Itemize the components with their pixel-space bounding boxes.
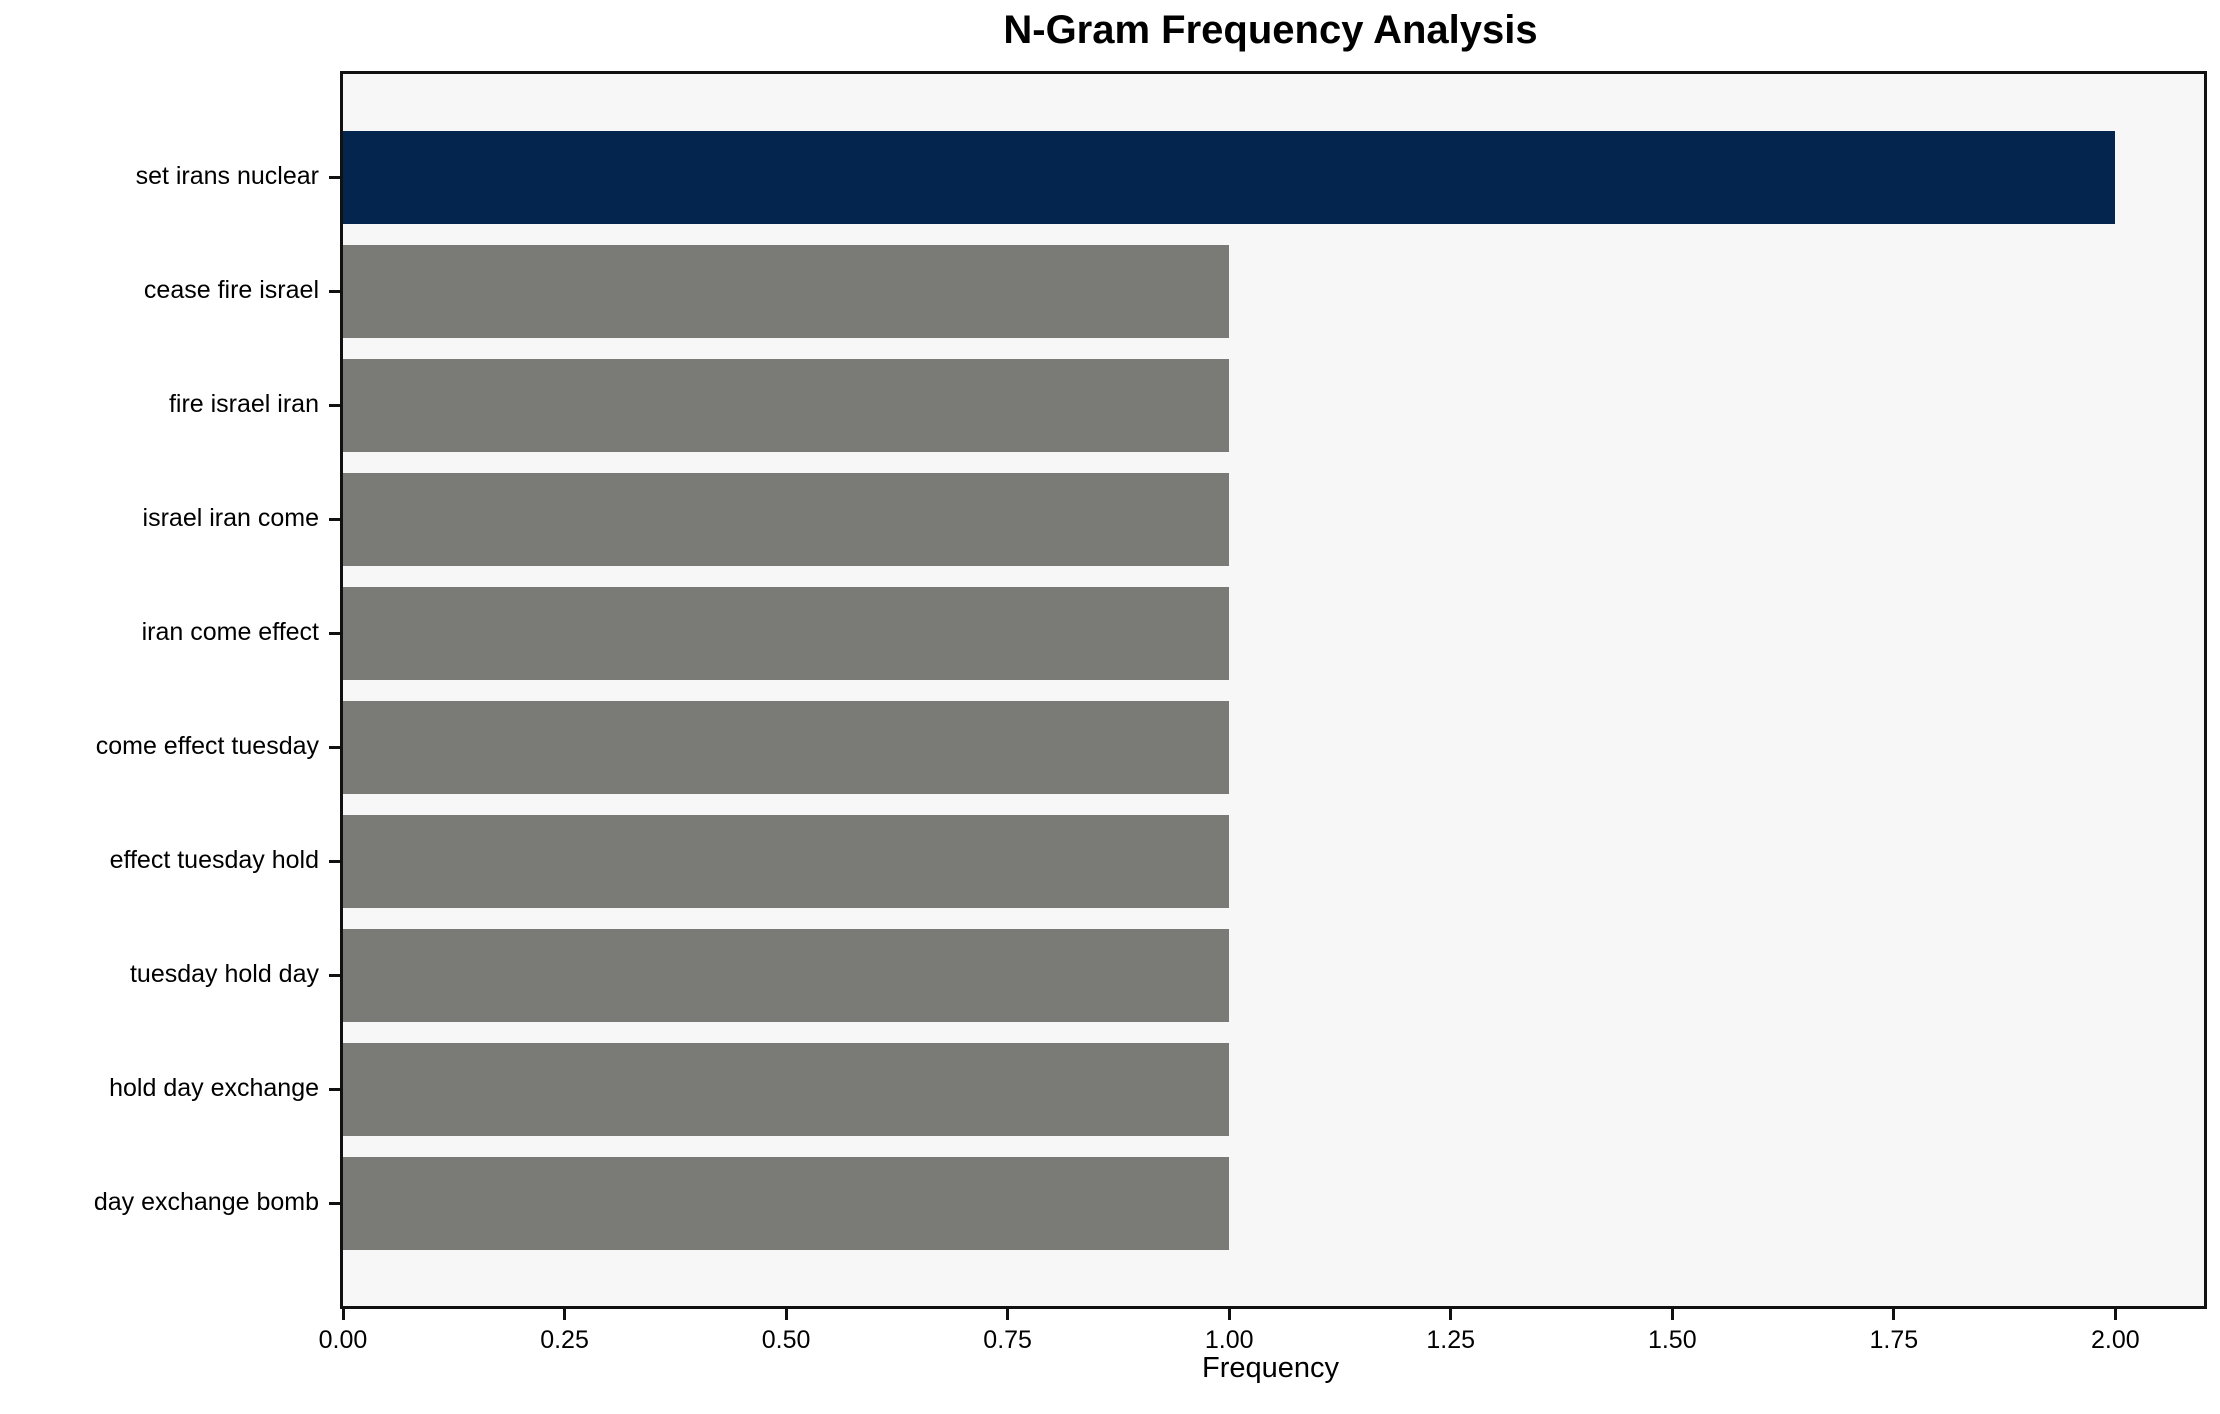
bar <box>343 928 1230 1022</box>
x-tick-label: 1.00 <box>1204 1326 1254 1354</box>
y-tick <box>329 289 340 293</box>
x-tick-label: 2.00 <box>2091 1326 2140 1354</box>
x-tick-label: 1.75 <box>1869 1326 1919 1354</box>
y-tick <box>329 175 340 179</box>
bar <box>343 1156 1230 1250</box>
y-tick-label: day exchange bomb <box>93 1188 319 1216</box>
x-tick <box>1449 1309 1453 1320</box>
bar <box>343 130 2116 224</box>
bar <box>343 1042 1230 1136</box>
x-tick <box>1670 1309 1674 1320</box>
y-tick-label: tuesday hold day <box>129 960 319 988</box>
x-tick-label: 1.25 <box>1426 1326 1476 1354</box>
y-tick-label: fire israel iran <box>168 390 319 418</box>
y-tick <box>329 517 340 521</box>
y-tick <box>329 973 340 977</box>
y-tick <box>329 1087 340 1091</box>
x-tick-label: 0.00 <box>318 1326 368 1354</box>
y-tick <box>329 631 340 635</box>
bar <box>343 244 1230 338</box>
y-tick-label: effect tuesday hold <box>109 846 319 874</box>
y-tick <box>329 859 340 863</box>
x-tick-label: 1.50 <box>1647 1326 1697 1354</box>
x-tick <box>2113 1309 2117 1320</box>
y-tick-label: hold day exchange <box>109 1074 319 1102</box>
bar <box>343 472 1230 566</box>
y-tick <box>329 1201 340 1205</box>
bar <box>343 358 1230 452</box>
y-tick-label: iran come effect <box>141 618 319 646</box>
bar <box>343 586 1230 680</box>
y-tick-label: cease fire israel <box>143 276 319 304</box>
x-tick <box>1006 1309 1010 1320</box>
x-tick-label: 0.50 <box>761 1326 811 1354</box>
x-axis-title: Frequency <box>1201 1352 1339 1384</box>
bar <box>343 700 1230 794</box>
bar <box>343 814 1230 908</box>
x-tick <box>1892 1309 1896 1320</box>
y-tick-label: set irans nuclear <box>135 162 319 190</box>
y-tick <box>329 745 340 749</box>
x-tick <box>784 1309 788 1320</box>
x-tick-label: 0.25 <box>540 1326 589 1354</box>
y-tick-label: come effect tuesday <box>95 732 319 760</box>
x-tick <box>563 1309 567 1320</box>
x-tick-label: 0.75 <box>983 1326 1032 1354</box>
chart-title: N-Gram Frequency Analysis <box>1003 8 1538 52</box>
x-tick <box>341 1309 345 1320</box>
plot-area <box>340 71 2207 1309</box>
x-tick <box>1227 1309 1231 1320</box>
y-tick-label: israel iran come <box>142 504 319 532</box>
y-tick <box>329 403 340 407</box>
